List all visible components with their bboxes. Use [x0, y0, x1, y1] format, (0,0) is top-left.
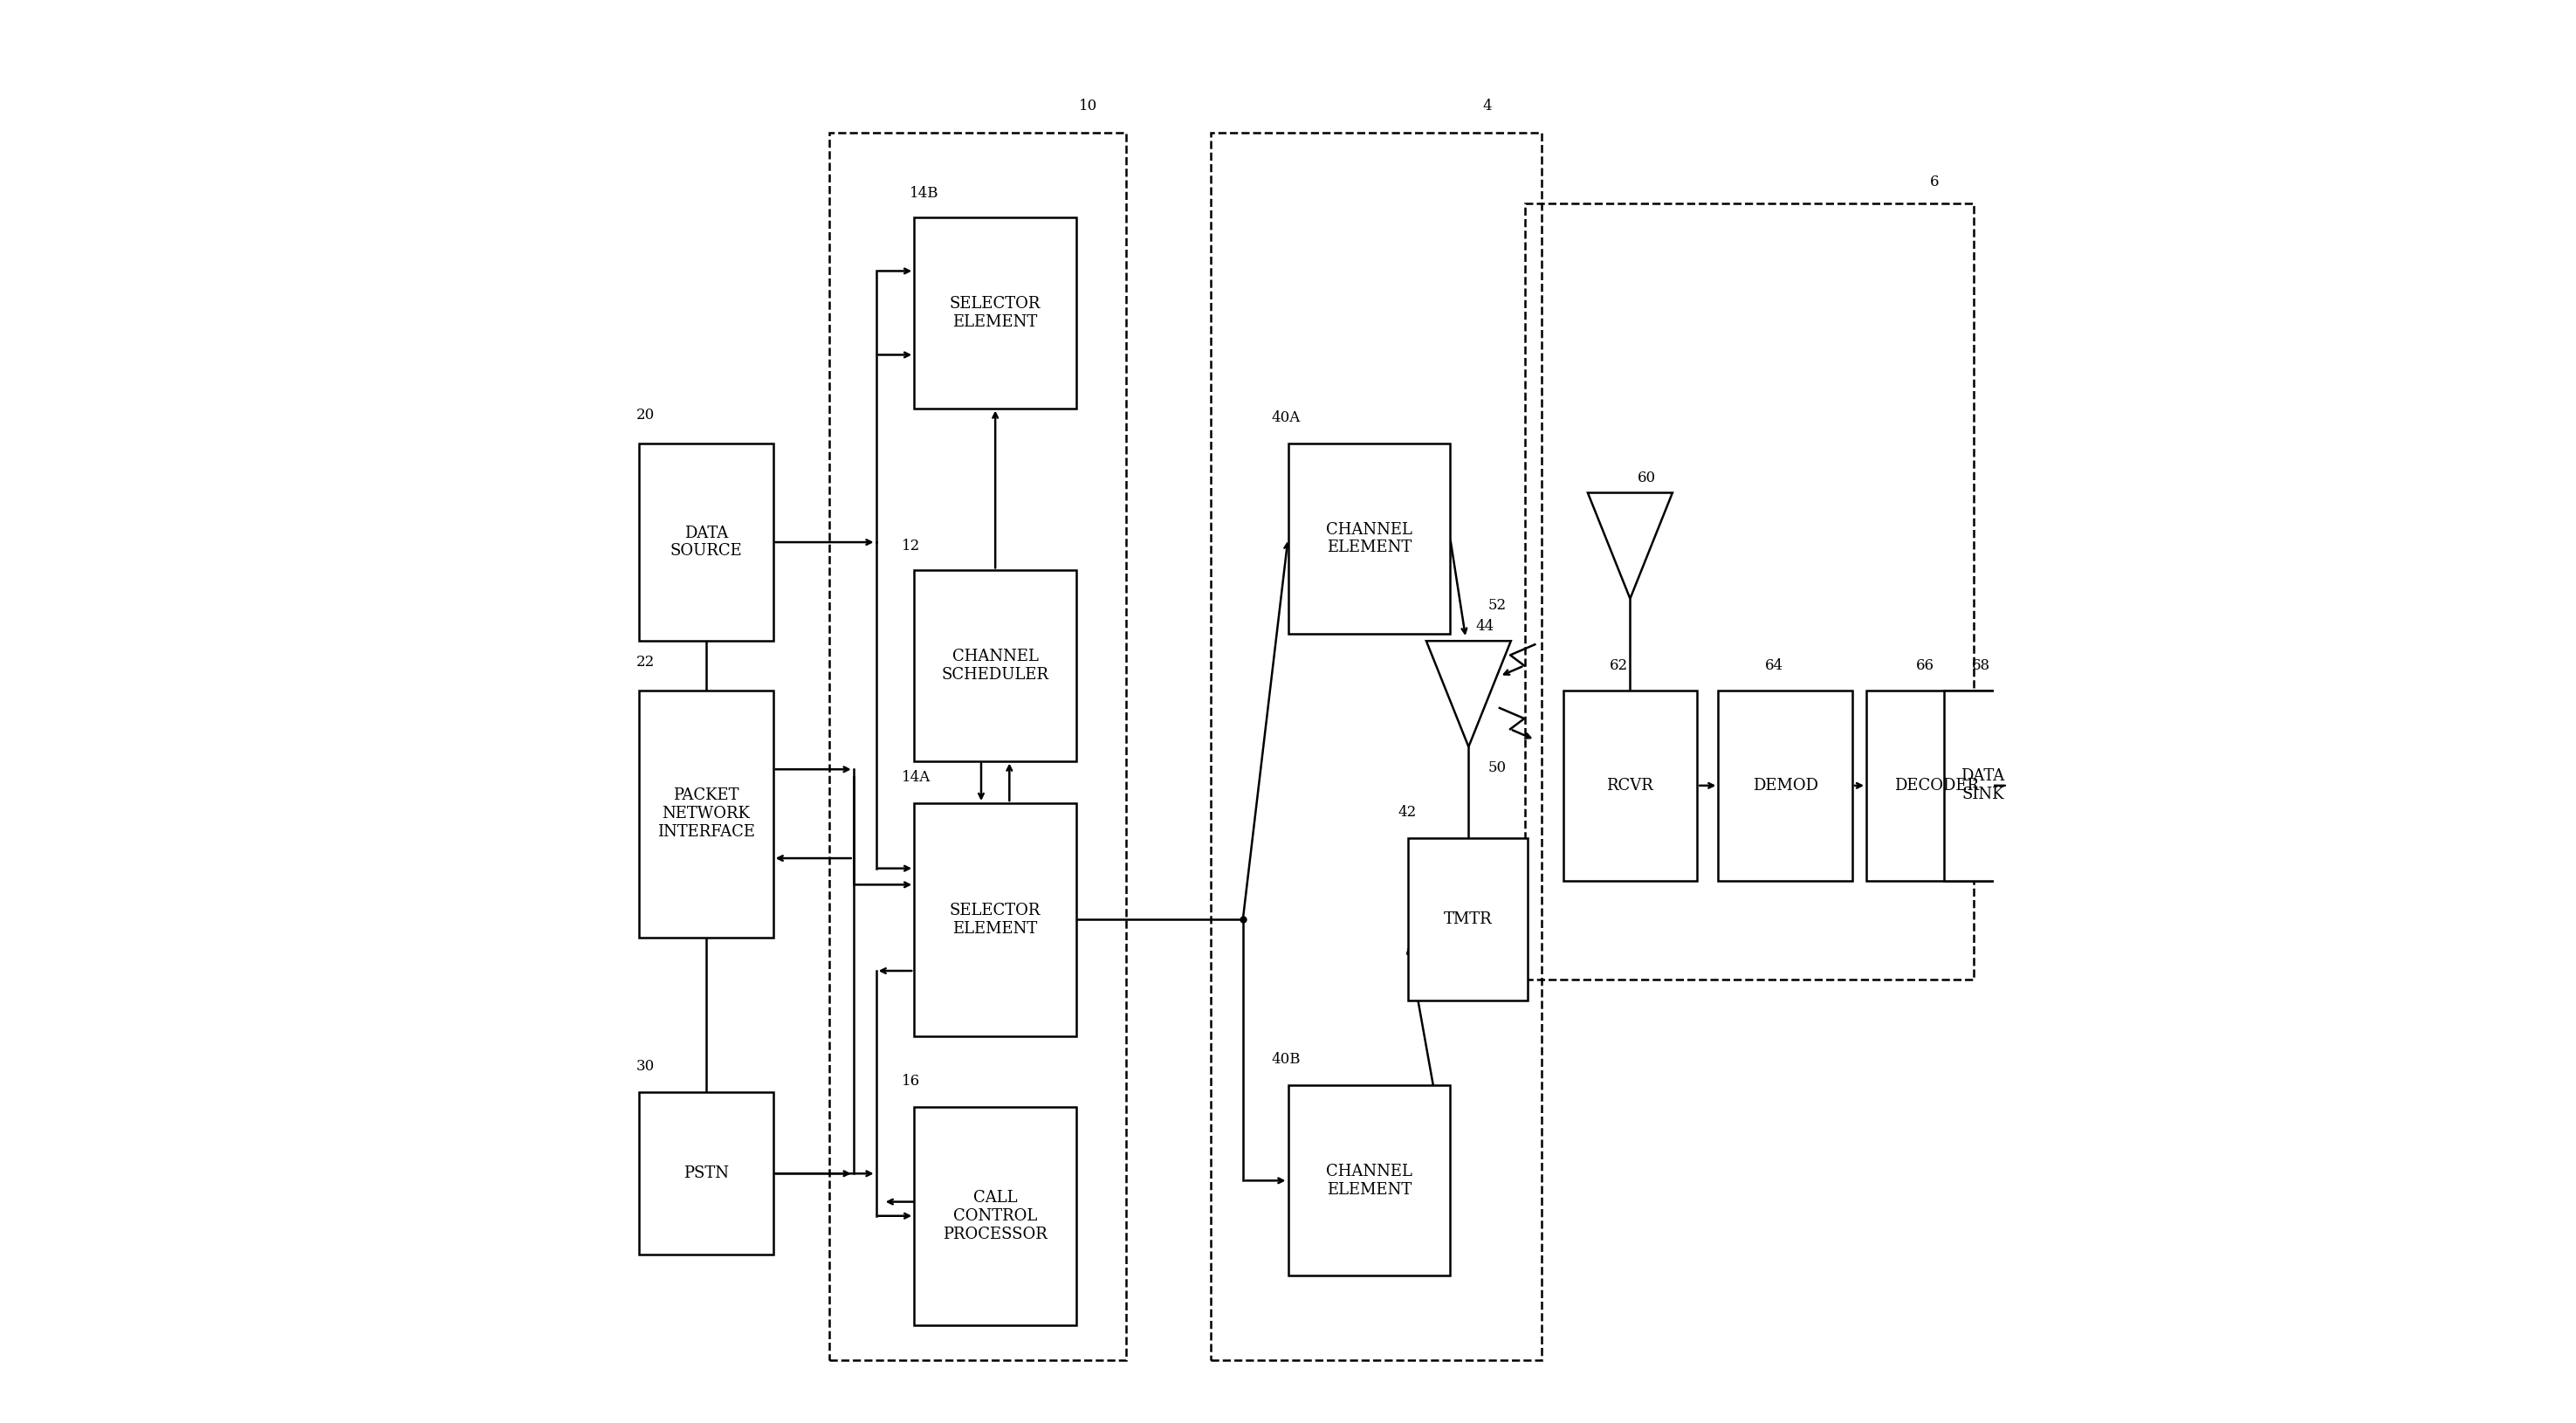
- Text: DATA
SOURCE: DATA SOURCE: [670, 525, 742, 559]
- Bar: [914, 803, 1077, 1036]
- Bar: [639, 690, 773, 938]
- Text: 62: 62: [1610, 659, 1628, 673]
- Text: PSTN: PSTN: [683, 1165, 729, 1181]
- Text: 14B: 14B: [909, 186, 940, 201]
- Bar: [1525, 203, 1973, 979]
- Text: PACKET
NETWORK
INTERFACE: PACKET NETWORK INTERFACE: [657, 788, 755, 840]
- Bar: [1718, 690, 1852, 881]
- Bar: [1211, 132, 1543, 1360]
- Text: CHANNEL
ELEMENT: CHANNEL ELEMENT: [1327, 522, 1412, 555]
- Text: 14A: 14A: [902, 770, 930, 785]
- Bar: [1564, 690, 1698, 881]
- Text: 30: 30: [636, 1059, 654, 1074]
- Text: SELECTOR
ELEMENT: SELECTOR ELEMENT: [951, 902, 1041, 936]
- Text: 68: 68: [1973, 659, 1991, 673]
- Text: 10: 10: [1079, 98, 1097, 114]
- Bar: [639, 444, 773, 640]
- Text: 40B: 40B: [1270, 1052, 1301, 1067]
- Text: 44: 44: [1476, 619, 1494, 633]
- Text: 60: 60: [1638, 471, 1656, 485]
- Text: SELECTOR
ELEMENT: SELECTOR ELEMENT: [951, 296, 1041, 330]
- Bar: [1945, 690, 2022, 881]
- Text: DEMOD: DEMOD: [1752, 778, 1819, 794]
- Text: 50: 50: [1489, 760, 1507, 776]
- Text: 4: 4: [1484, 98, 1492, 114]
- Bar: [829, 132, 1126, 1360]
- Bar: [1868, 690, 2007, 881]
- Text: 12: 12: [902, 539, 920, 554]
- Text: 22: 22: [636, 655, 654, 669]
- Bar: [639, 1093, 773, 1255]
- Bar: [914, 1107, 1077, 1325]
- Bar: [914, 571, 1077, 761]
- Text: CHANNEL
ELEMENT: CHANNEL ELEMENT: [1327, 1164, 1412, 1198]
- Text: 52: 52: [1489, 598, 1507, 613]
- Text: CHANNEL
SCHEDULER: CHANNEL SCHEDULER: [943, 649, 1048, 683]
- Text: 66: 66: [1917, 659, 1935, 673]
- Text: 64: 64: [1765, 659, 1783, 673]
- Text: 40A: 40A: [1270, 410, 1301, 425]
- Bar: [1288, 1086, 1450, 1276]
- Text: 16: 16: [902, 1073, 920, 1089]
- Text: CALL
CONTROL
PROCESSOR: CALL CONTROL PROCESSOR: [943, 1190, 1048, 1242]
- Text: DECODER: DECODER: [1893, 778, 1978, 794]
- Text: DATA
SINK: DATA SINK: [1960, 768, 2004, 803]
- Text: RCVR: RCVR: [1607, 778, 1654, 794]
- Bar: [1409, 838, 1528, 1000]
- Text: TMTR: TMTR: [1443, 912, 1492, 928]
- Bar: [1288, 444, 1450, 633]
- Bar: [914, 218, 1077, 408]
- Text: 42: 42: [1399, 805, 1417, 820]
- Text: 20: 20: [636, 407, 654, 423]
- Text: 6: 6: [1929, 175, 1940, 189]
